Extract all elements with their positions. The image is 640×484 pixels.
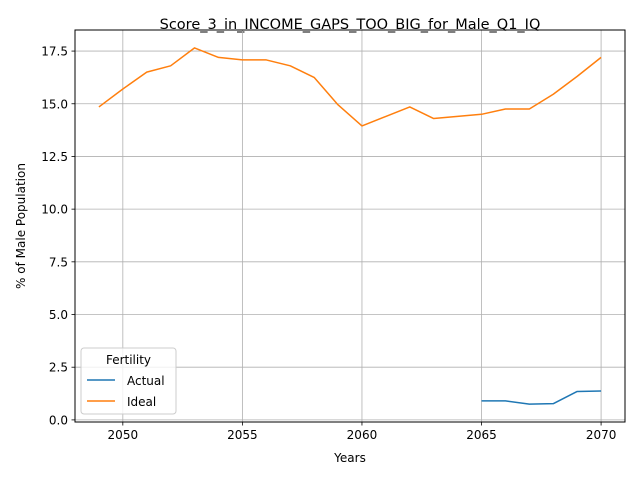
y-tick-label: 10.0	[41, 203, 68, 217]
y-tick-label: 2.5	[49, 361, 68, 375]
x-tick-label: 2050	[108, 428, 139, 442]
legend-box	[80, 347, 177, 415]
legend-label-ideal: Ideal	[127, 395, 156, 409]
axis-ticks: 2050 2055 2060 2065 2070 0.0 2.5 5.0 7.5 10.0 12.5…	[41, 45, 616, 442]
grid	[75, 30, 625, 422]
y-tick-label: 0.0	[49, 413, 68, 427]
y-tick-label: 5.0	[49, 308, 68, 322]
y-tick-label: 17.5	[41, 45, 68, 59]
y-tick-label: 15.0	[41, 97, 68, 111]
y-tick-label: 12.5	[41, 150, 68, 164]
y-tick-label: 7.5	[49, 255, 68, 269]
legend-label-actual: Actual	[127, 374, 165, 388]
series-lines	[98, 47, 602, 405]
x-tick-label: 2065	[466, 428, 497, 442]
series-line-ideal	[98, 47, 602, 127]
x-tick-label: 2055	[227, 428, 258, 442]
x-tick-label: 2070	[586, 428, 617, 442]
y-axis-label: % of Male Population	[14, 163, 28, 289]
chart-title: Score_3_in_INCOME_GAPS_TOO_BIG_for_Male_…	[160, 17, 541, 33]
plot-frame	[74, 29, 626, 423]
x-tick-label: 2060	[347, 428, 378, 442]
series-line-actual	[481, 390, 602, 405]
legend-title: Fertility	[106, 353, 151, 367]
legend: Fertility Actual Ideal	[80, 347, 177, 415]
x-axis-label: Years	[333, 451, 366, 465]
